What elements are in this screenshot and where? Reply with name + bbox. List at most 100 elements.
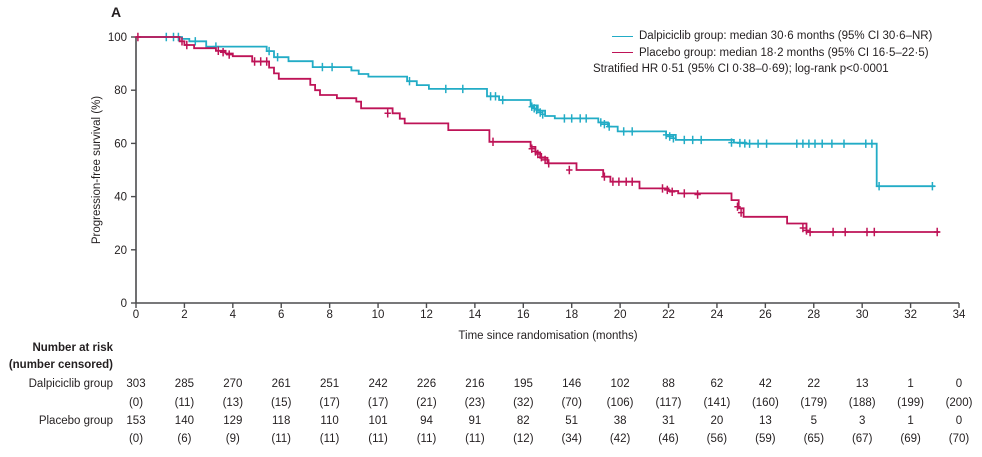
at-risk-value: 62 <box>710 378 724 390</box>
y-axis-title: Progression-free survival (%) <box>91 95 103 245</box>
censored-value: (46) <box>658 433 679 445</box>
censored-value: (21) <box>416 397 437 409</box>
censored-value: (59) <box>755 433 776 445</box>
censored-value: (6) <box>177 433 192 445</box>
legend-label-placebo: Placebo group: median 18·2 months (95% C… <box>639 46 929 59</box>
at-risk-value: 270 <box>223 378 243 390</box>
y-tick-label: 60 <box>114 138 127 150</box>
censored-value: (70) <box>948 433 970 445</box>
censored-value: (9) <box>225 433 240 445</box>
censored-value: (11) <box>368 433 388 445</box>
at-risk-value: 195 <box>513 378 533 390</box>
at-risk-value: 1 <box>907 378 914 390</box>
at-risk-value: 0 <box>955 415 963 427</box>
legend: Dalpiciclib group: median 30·6 months (9… <box>593 28 932 78</box>
x-tick-label: 14 <box>468 309 481 321</box>
censored-value: (11) <box>271 433 291 445</box>
x-tick-label: 26 <box>759 309 772 321</box>
at-risk-value: 146 <box>562 378 582 390</box>
at-risk-value: 31 <box>662 415 675 427</box>
at-risk-value: 226 <box>416 378 437 390</box>
at-risk-value: 101 <box>368 415 388 427</box>
risk-table-header: Number at risk <box>32 342 113 354</box>
censored-value: (15) <box>270 397 292 409</box>
at-risk-value: 303 <box>126 378 146 390</box>
at-risk-value: 242 <box>368 378 388 390</box>
at-risk-value: 118 <box>272 415 291 427</box>
censored-value: (11) <box>319 433 340 445</box>
censored-value: (200) <box>945 397 973 409</box>
censored-value: (188) <box>848 397 876 409</box>
x-tick-label: 32 <box>904 309 917 321</box>
legend-note: Stratified HR 0·51 (95% CI 0·38–0·69); l… <box>593 61 932 78</box>
at-risk-value: 88 <box>662 378 675 390</box>
dalpiciclib-line-swatch <box>612 35 633 37</box>
censored-value: (56) <box>706 433 728 445</box>
censored-value: (0) <box>128 397 144 409</box>
legend-label-dalpiciclib: Dalpiciclib group: median 30·6 months (9… <box>639 30 933 42</box>
at-risk-value: 82 <box>516 415 530 427</box>
at-risk-value: 140 <box>174 415 194 427</box>
at-risk-value: 22 <box>807 378 821 390</box>
at-risk-value: 13 <box>758 415 772 427</box>
at-risk-value: 110 <box>320 415 339 427</box>
legend-item-placebo: Placebo group: median 18·2 months (95% C… <box>593 45 932 62</box>
x-tick-label: 18 <box>565 309 578 321</box>
censored-value: (65) <box>803 433 825 445</box>
x-tick-label: 20 <box>614 309 627 321</box>
placebo-censor-marks <box>134 32 941 237</box>
at-risk-value: 38 <box>613 415 627 427</box>
x-tick-label: 30 <box>856 309 869 321</box>
censored-value: (70) <box>561 397 582 409</box>
x-tick-label: 0 <box>133 309 139 321</box>
censored-value: (23) <box>464 397 486 409</box>
y-tick-label: 40 <box>114 192 127 204</box>
placebo-line-swatch <box>612 52 633 54</box>
y-tick-label: 0 <box>121 298 127 310</box>
x-axis-title: Time since randomisation (months) <box>458 330 638 342</box>
censored-value: (141) <box>703 397 731 409</box>
x-tick-label: 28 <box>807 309 820 321</box>
x-tick-label: 12 <box>420 309 433 321</box>
legend-note-text: Stratified HR 0·51 (95% CI 0·38–0·69); l… <box>593 63 889 75</box>
at-risk-value: 216 <box>465 378 485 390</box>
x-tick-label: 8 <box>326 309 332 321</box>
y-tick-label: 20 <box>114 245 127 257</box>
at-risk-value: 91 <box>468 415 482 427</box>
y-tick-label: 80 <box>114 85 127 97</box>
x-tick-label: 10 <box>372 309 385 321</box>
at-risk-value: 251 <box>320 378 340 390</box>
censored-value: (11) <box>416 433 437 445</box>
censored-value: (199) <box>897 397 925 409</box>
censored-value: (179) <box>800 397 828 409</box>
at-risk-value: 94 <box>420 415 433 427</box>
censored-value: (0) <box>128 433 144 445</box>
censored-value: (17) <box>319 397 340 409</box>
at-risk-value: 153 <box>126 415 146 427</box>
x-tick-label: 24 <box>711 309 724 321</box>
at-risk-value: 5 <box>810 415 817 427</box>
x-tick-label: 16 <box>517 309 530 321</box>
censored-value: (12) <box>513 433 534 445</box>
at-risk-value: 1 <box>907 415 914 427</box>
censored-value: (13) <box>222 397 244 409</box>
at-risk-value: 129 <box>223 415 243 427</box>
placebo-curve <box>136 36 940 233</box>
censored-value: (32) <box>513 397 534 409</box>
x-tick-label: 2 <box>181 309 187 321</box>
panel-label: A <box>111 4 122 20</box>
censored-value: (34) <box>561 433 582 445</box>
censored-value: (17) <box>367 397 389 409</box>
at-risk-value: 42 <box>758 378 772 390</box>
legend-item-dalpiciclib: Dalpiciclib group: median 30·6 months (9… <box>593 28 932 45</box>
x-tick-label: 4 <box>230 309 237 321</box>
at-risk-value: 13 <box>855 378 869 390</box>
censored-value: (67) <box>851 433 873 445</box>
y-tick-label: 100 <box>108 32 127 44</box>
censored-value: (106) <box>606 397 634 409</box>
censored-value: (11) <box>465 433 485 445</box>
censored-value: (160) <box>751 397 779 409</box>
x-tick-label: 34 <box>953 309 966 321</box>
